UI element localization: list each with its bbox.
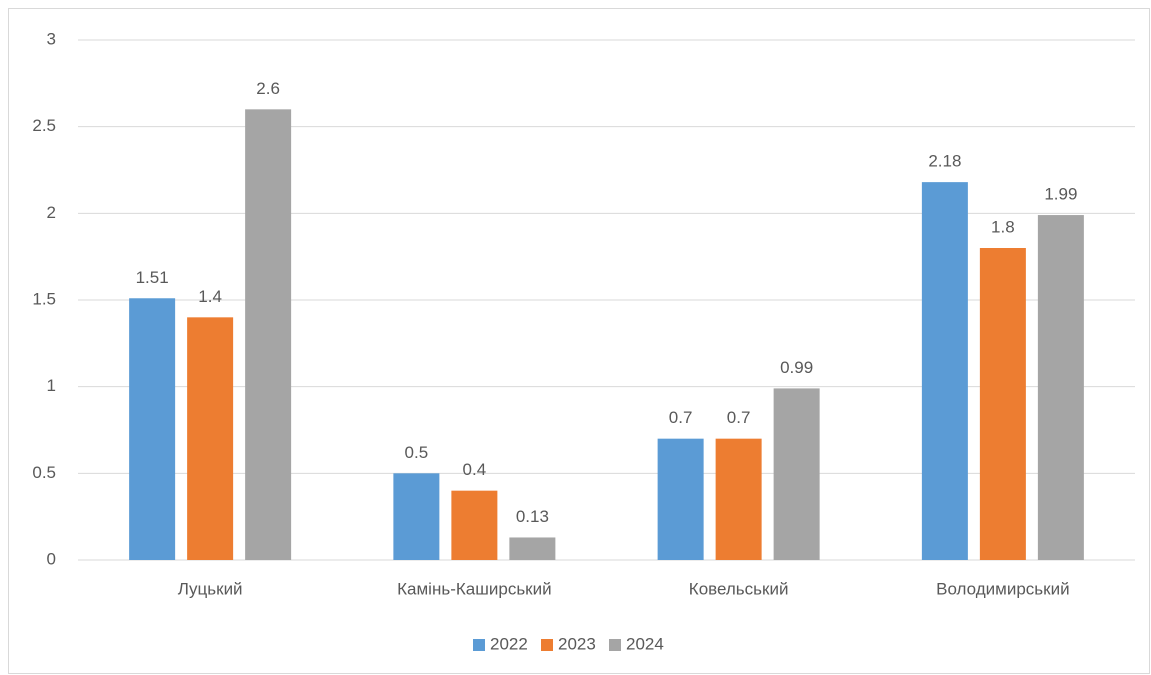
legend-swatch	[609, 639, 621, 651]
data-label: 1.8	[991, 217, 1015, 236]
y-tick-label: 0.5	[32, 463, 56, 482]
y-tick-label: 2.5	[32, 116, 56, 135]
data-label: 0.5	[405, 443, 429, 462]
data-label: 0.4	[463, 460, 487, 479]
data-label: 0.13	[516, 507, 549, 526]
data-label: 1.51	[136, 268, 169, 287]
bar	[715, 438, 762, 560]
x-tick-label: Камінь-Каширський	[397, 579, 551, 598]
bar	[393, 473, 440, 560]
data-label: 2.6	[256, 79, 280, 98]
chart-frame	[8, 8, 1150, 674]
y-tick-label: 1	[47, 376, 56, 395]
bar	[773, 388, 820, 560]
bar	[657, 438, 704, 560]
legend-label: 2024	[626, 634, 664, 653]
legend-swatch	[473, 639, 485, 651]
data-label: 0.7	[727, 408, 751, 427]
bar	[509, 537, 556, 560]
y-tick-label: 3	[47, 29, 56, 48]
legend-swatch	[541, 639, 553, 651]
y-tick-label: 1.5	[32, 289, 56, 308]
y-tick-label: 0	[47, 549, 56, 568]
bar	[979, 248, 1026, 560]
x-tick-label: Ковельський	[689, 579, 789, 598]
data-label: 1.4	[198, 287, 222, 306]
data-label: 2.18	[928, 152, 961, 171]
legend-label: 2022	[490, 634, 528, 653]
bar	[187, 317, 234, 560]
bar	[129, 298, 176, 560]
x-tick-label: Луцький	[178, 579, 243, 598]
bar	[921, 182, 968, 560]
data-label: 0.7	[669, 408, 693, 427]
data-label: 1.99	[1044, 185, 1077, 204]
legend-label: 2023	[558, 634, 596, 653]
bar	[451, 490, 498, 560]
data-label: 0.99	[780, 358, 813, 377]
bar	[1037, 215, 1084, 561]
bar	[245, 109, 292, 560]
x-tick-label: Володимирський	[936, 579, 1069, 598]
y-tick-label: 2	[47, 203, 56, 222]
